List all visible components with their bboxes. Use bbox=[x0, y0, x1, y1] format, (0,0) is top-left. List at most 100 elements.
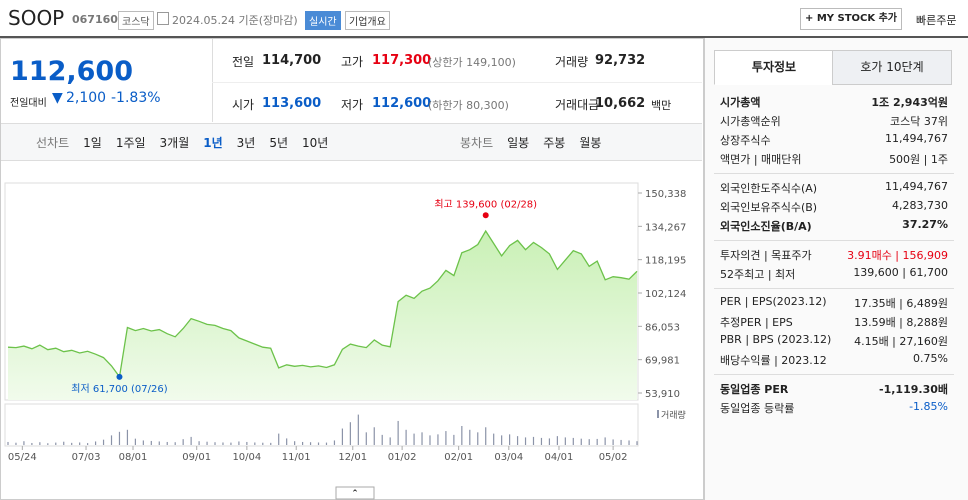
period-tab[interactable]: 1년 bbox=[203, 136, 223, 150]
divider bbox=[212, 39, 213, 122]
date: 2024.05.24 기준(장마감) bbox=[172, 14, 298, 27]
y-tick-label: 102,124 bbox=[645, 289, 686, 300]
period-tab[interactable]: 1주일 bbox=[115, 136, 146, 150]
sidebar-value: 3.91매수 | 156,909 bbox=[847, 249, 948, 262]
change: 2,100 bbox=[66, 90, 107, 106]
volume-bar bbox=[477, 432, 479, 445]
sidebar-label: 추정PER | EPS bbox=[720, 316, 793, 329]
volume-bar bbox=[509, 434, 511, 445]
x-tick-label: 08/01 bbox=[119, 452, 148, 463]
volume-bar bbox=[55, 442, 57, 445]
sidebar-label: 배당수익률 | 2023.12 bbox=[720, 354, 827, 367]
sidebar-value: 139,600 | 61,700 bbox=[853, 266, 948, 279]
divider bbox=[212, 82, 702, 83]
volume-bar bbox=[87, 443, 89, 445]
volume-bar bbox=[628, 440, 630, 445]
candle-tab[interactable]: 일봉 bbox=[507, 136, 530, 150]
volume-bar bbox=[532, 436, 535, 445]
quote-label: 고가 bbox=[341, 55, 364, 69]
quote-value: 113,600 bbox=[262, 96, 322, 111]
volume-bar bbox=[333, 440, 336, 445]
volume-bar bbox=[246, 441, 248, 445]
quick-order[interactable]: 빠른주문 bbox=[916, 14, 957, 27]
down-arrow: ▼ bbox=[52, 90, 63, 106]
overview-button[interactable]: 기업개요 bbox=[345, 11, 390, 30]
period-tab[interactable]: 5년 bbox=[269, 136, 289, 150]
quote-label: 거래대금 bbox=[555, 98, 600, 112]
candle-tab[interactable]: 주봉 bbox=[543, 136, 566, 150]
quote-value: 10,662 bbox=[595, 96, 646, 111]
collapse-icon: ⌃ bbox=[351, 489, 359, 499]
x-tick-label: 01/02 bbox=[388, 452, 417, 463]
annotation-label: 최고 139,600 (02/28) bbox=[434, 198, 537, 210]
sidebar-divider bbox=[714, 288, 954, 289]
mystock-button[interactable]: + MY STOCK 추가 bbox=[800, 8, 902, 30]
sidebar-value: 코스닥 37위 bbox=[890, 115, 948, 128]
x-tick-label: 11/01 bbox=[282, 452, 311, 463]
volume-bar bbox=[190, 436, 192, 445]
quote-value: 117,300 bbox=[372, 53, 432, 68]
volume-bar bbox=[389, 437, 391, 445]
volume-bar bbox=[421, 432, 423, 445]
sidebar-value: 0.75% bbox=[913, 352, 948, 365]
header-divider bbox=[0, 36, 968, 38]
annotation-dot bbox=[116, 373, 123, 380]
sidebar-label: 외국인소진율(B/A) bbox=[720, 220, 812, 233]
period-tab[interactable]: 3년 bbox=[236, 136, 256, 150]
candle-tab[interactable]: 월봉 bbox=[579, 136, 602, 150]
volume-bar bbox=[286, 438, 288, 445]
x-tick-label: 09/01 bbox=[182, 452, 211, 463]
volume-bar bbox=[71, 442, 73, 445]
volume-bar bbox=[397, 420, 399, 445]
x-tick-label: 12/01 bbox=[338, 452, 367, 463]
sidebar-tab[interactable]: 투자정보 bbox=[714, 50, 834, 85]
volume-bar bbox=[31, 442, 33, 445]
sidebar-label: 시가총액 bbox=[720, 96, 761, 109]
period-tab[interactable]: 10년 bbox=[302, 136, 329, 150]
volume-bar bbox=[150, 440, 152, 445]
calendar-icon bbox=[157, 12, 169, 25]
volume-bar bbox=[437, 434, 439, 445]
volume-bar bbox=[373, 427, 375, 445]
change-label: 전일대비 bbox=[10, 98, 47, 109]
volume-bar bbox=[445, 431, 447, 445]
sidebar-tab[interactable]: 호가 10단계 bbox=[832, 50, 952, 85]
volume-bar bbox=[39, 442, 41, 445]
sidebar-label: PBR | BPS (2023.12) bbox=[720, 333, 832, 346]
chart: ⌃ 53,910 69,981 86,053 102,124 118,195 134,26… bbox=[4, 182, 686, 500]
tab-bar bbox=[1, 123, 702, 161]
price-line bbox=[7, 229, 638, 379]
volume-bar bbox=[341, 428, 344, 445]
volume-bar bbox=[23, 441, 25, 445]
quote-value: 114,700 bbox=[262, 53, 322, 68]
volume-bar bbox=[198, 441, 200, 445]
period-tab[interactable]: 3개월 bbox=[159, 136, 190, 150]
volume-bar bbox=[501, 435, 503, 445]
volume-bar bbox=[309, 442, 312, 445]
volume-bar bbox=[524, 437, 527, 445]
stock-code: 067160 bbox=[72, 13, 118, 26]
sidebar-value: 37.27% bbox=[902, 218, 948, 231]
volume-bar bbox=[429, 435, 431, 445]
volume-bar bbox=[469, 429, 471, 445]
volume-bar bbox=[278, 433, 280, 445]
collapse-button[interactable] bbox=[335, 486, 375, 500]
x-tick-label: 05/02 bbox=[599, 452, 628, 463]
volume-bar bbox=[604, 437, 606, 445]
volume-bar bbox=[7, 441, 9, 445]
x-tick-label: 03/04 bbox=[494, 452, 523, 463]
volume-bar bbox=[413, 433, 415, 445]
volume-bar bbox=[485, 427, 487, 445]
volume-bar bbox=[357, 414, 359, 445]
x-tick-label: 05/24 bbox=[8, 452, 37, 463]
period-tab[interactable]: 1일 bbox=[83, 136, 102, 150]
y-tick-label: 69,981 bbox=[645, 356, 680, 367]
realtime-button[interactable]: 실시간 bbox=[305, 11, 341, 30]
y-tick-label: 118,195 bbox=[645, 256, 686, 267]
quote-extra: (하한가 80,300) bbox=[428, 99, 509, 112]
sidebar-label: PER | EPS(2023.12) bbox=[720, 295, 827, 308]
candle-tabs: 봉차트 일봉 주봉 월봉 bbox=[460, 134, 615, 151]
tab-label: 선차트 bbox=[36, 136, 70, 150]
x-tick-label: 07/03 bbox=[72, 452, 101, 463]
volume-bar bbox=[493, 433, 495, 445]
